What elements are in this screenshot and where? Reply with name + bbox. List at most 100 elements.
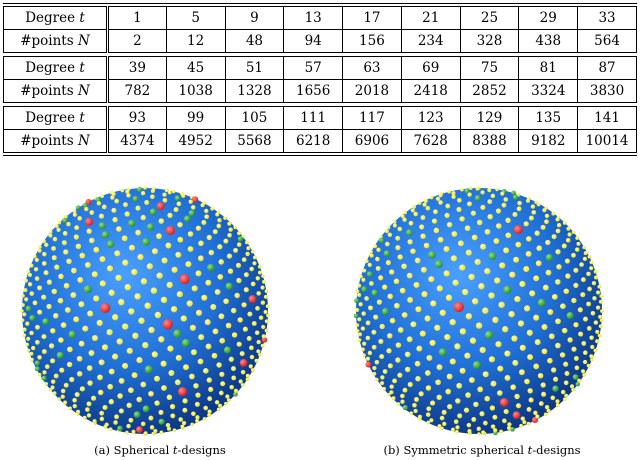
design-point	[124, 211, 130, 217]
design-point	[54, 224, 59, 229]
design-point	[217, 218, 222, 223]
design-point	[41, 334, 47, 340]
design-point	[48, 233, 53, 238]
table-cell: 29	[518, 6, 579, 30]
design-point	[545, 269, 552, 276]
design-point	[505, 217, 511, 223]
design-point	[436, 285, 443, 292]
design-point	[564, 258, 570, 264]
design-point	[158, 218, 165, 224]
design-point	[564, 371, 570, 376]
design-point	[493, 238, 500, 245]
design-point	[437, 236, 444, 243]
design-point	[542, 284, 549, 291]
design-point	[555, 399, 560, 404]
design-point	[444, 212, 450, 218]
design-point	[200, 203, 205, 208]
design-point	[426, 354, 433, 361]
design-point	[527, 388, 533, 394]
design-point	[490, 380, 497, 387]
design-point	[101, 231, 110, 239]
design-point	[560, 389, 566, 395]
design-point	[30, 357, 34, 362]
design-point	[225, 394, 230, 399]
design-point	[583, 251, 588, 256]
design-point	[160, 360, 167, 367]
design-point	[429, 195, 434, 200]
design-point	[185, 261, 192, 268]
design-point	[99, 416, 105, 422]
design-point	[149, 208, 157, 216]
table-cell: 438	[518, 29, 579, 53]
design-point	[95, 197, 101, 203]
design-point	[208, 386, 214, 392]
design-point	[430, 400, 436, 406]
design-point	[515, 403, 522, 409]
design-point	[406, 272, 413, 279]
design-point	[551, 211, 556, 216]
design-point	[235, 262, 242, 268]
table-cell: 75	[460, 56, 520, 80]
design-point	[415, 375, 421, 382]
table-cell: 9182	[518, 129, 579, 153]
design-point	[493, 428, 498, 433]
design-point	[35, 324, 40, 330]
design-point	[418, 391, 424, 397]
design-point	[241, 257, 247, 263]
design-point	[84, 261, 91, 268]
design-point	[37, 355, 42, 360]
design-point	[359, 274, 363, 279]
caption-a-prefix: (a) Spherical	[94, 443, 173, 457]
design-point	[73, 234, 79, 240]
design-point	[438, 193, 443, 198]
design-point	[178, 417, 183, 422]
design-point	[44, 364, 50, 370]
design-point	[506, 425, 512, 431]
design-point	[382, 369, 388, 374]
design-point	[54, 264, 60, 270]
design-point	[136, 357, 143, 364]
design-point	[122, 362, 129, 369]
design-point	[387, 333, 393, 339]
design-point	[399, 287, 406, 294]
design-point	[512, 211, 518, 218]
row-header: Degree t	[3, 56, 109, 80]
design-point	[62, 217, 68, 224]
design-point	[389, 317, 396, 324]
design-point	[365, 335, 371, 341]
design-point	[422, 202, 427, 207]
design-point	[53, 373, 59, 379]
design-point	[367, 262, 372, 268]
design-point	[443, 246, 450, 252]
design-point	[57, 221, 62, 225]
design-point	[538, 401, 544, 406]
design-point	[433, 227, 440, 234]
design-point	[386, 348, 392, 354]
design-point	[154, 400, 160, 406]
design-point	[264, 328, 269, 333]
design-point	[447, 404, 453, 410]
caption-b-var: t	[527, 443, 533, 457]
design-point	[429, 339, 436, 346]
design-point	[395, 357, 401, 363]
design-point	[204, 214, 210, 220]
design-point	[22, 327, 27, 332]
design-point	[91, 271, 98, 278]
design-point	[60, 322, 67, 328]
design-point	[226, 398, 231, 403]
design-point	[489, 405, 496, 411]
design-point	[375, 265, 381, 271]
design-point	[195, 225, 202, 231]
design-point	[514, 295, 521, 303]
design-point	[236, 242, 242, 247]
design-point	[368, 305, 373, 311]
design-point	[140, 381, 147, 388]
row-header: #points N	[3, 29, 109, 53]
row-header-label: #points	[20, 133, 74, 149]
design-point	[51, 255, 57, 261]
design-point	[245, 377, 250, 382]
design-point	[108, 289, 115, 296]
design-point	[495, 341, 502, 348]
design-point	[425, 205, 431, 211]
design-point	[548, 333, 555, 340]
